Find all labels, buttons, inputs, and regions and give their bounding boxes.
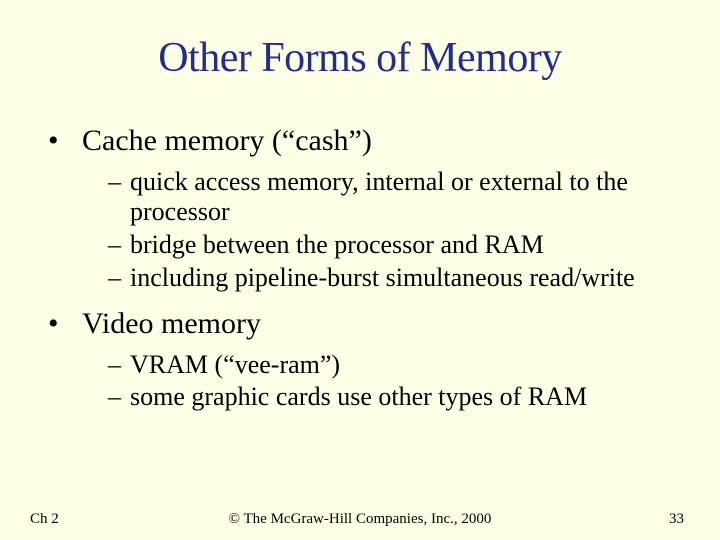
footer-page-number: 33 xyxy=(669,511,684,528)
bullet-text: including pipeline-burst simultaneous re… xyxy=(130,263,672,294)
bullet-level2: – some graphic cards use other types of … xyxy=(108,382,672,413)
bullet-dash-icon: – xyxy=(108,230,130,261)
bullet-text: some graphic cards use other types of RA… xyxy=(130,382,672,413)
bullet-dash-icon: – xyxy=(108,350,130,381)
bullet-dash-icon: – xyxy=(108,167,130,228)
footer-copyright: © The McGraw-Hill Companies, Inc., 2000 xyxy=(0,511,720,528)
bullet-level1: • Video memory xyxy=(48,307,672,342)
bullet-dash-icon: – xyxy=(108,382,130,413)
bullet-dash-icon: – xyxy=(108,263,130,294)
bullet-level2: – VRAM (“vee-ram”) xyxy=(108,350,672,381)
bullet-text: Cache memory (“cash”) xyxy=(82,124,672,159)
slide-body: • Cache memory (“cash”) – quick access m… xyxy=(0,92,720,413)
bullet-level1: • Cache memory (“cash”) xyxy=(48,124,672,159)
slide-footer: Ch 2 © The McGraw-Hill Companies, Inc., … xyxy=(0,511,720,528)
footer-chapter: Ch 2 xyxy=(30,511,59,528)
slide: Other Forms of Memory • Cache memory (“c… xyxy=(0,0,720,540)
bullet-dot-icon: • xyxy=(48,307,82,342)
bullet-text: Video memory xyxy=(82,307,672,342)
slide-title: Other Forms of Memory xyxy=(0,0,720,92)
bullet-text: bridge between the processor and RAM xyxy=(130,230,672,261)
bullet-dot-icon: • xyxy=(48,124,82,159)
bullet-level2: – bridge between the processor and RAM xyxy=(108,230,672,261)
bullet-text: VRAM (“vee-ram”) xyxy=(130,350,672,381)
bullet-level2: – quick access memory, internal or exter… xyxy=(108,167,672,228)
bullet-level2: – including pipeline-burst simultaneous … xyxy=(108,263,672,294)
bullet-text: quick access memory, internal or externa… xyxy=(130,167,672,228)
